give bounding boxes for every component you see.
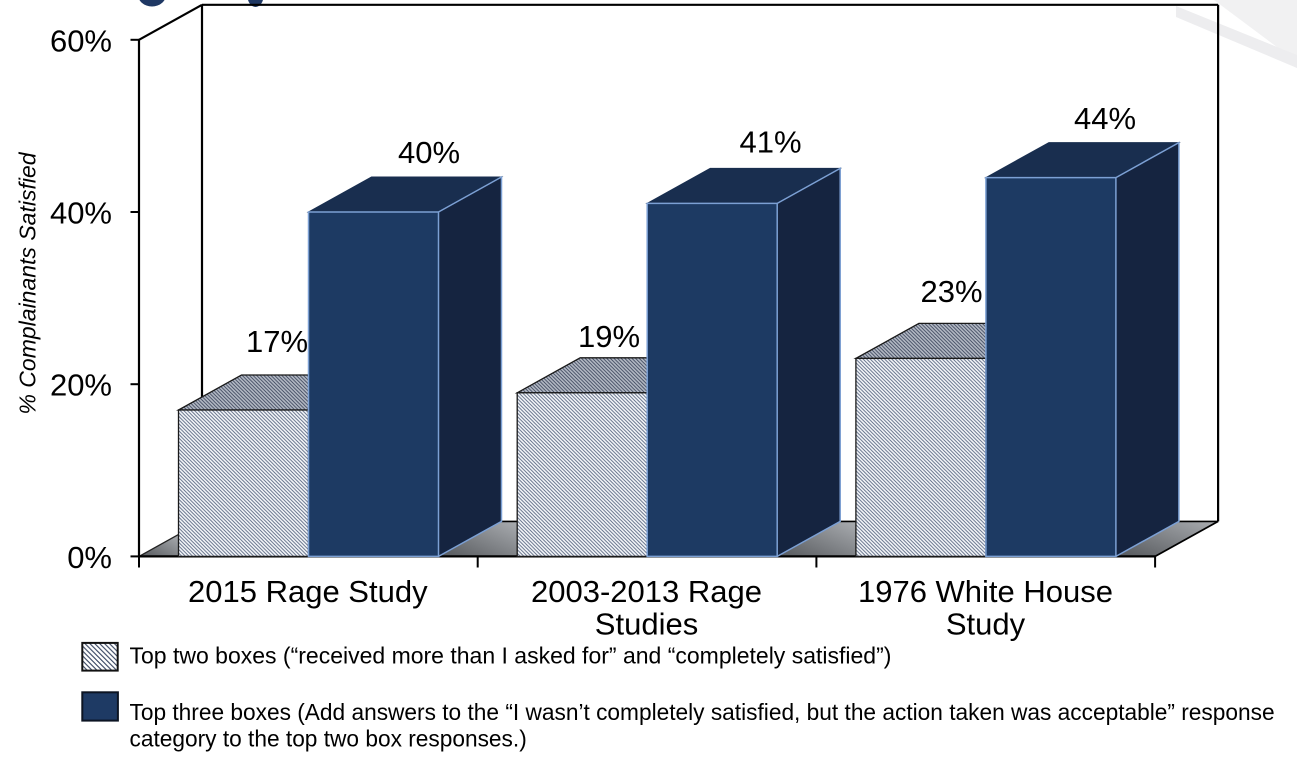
svg-text:Top three boxes (Add answers t: Top three boxes (Add answers to the “I w… <box>130 699 1275 725</box>
svg-text:20%: 20% <box>50 368 112 403</box>
svg-text:Top two boxes (“received more: Top two boxes (“received more than I ask… <box>130 643 892 669</box>
svg-text:23%: 23% <box>920 274 982 309</box>
svg-text:60%: 60% <box>50 23 112 58</box>
svg-text:40%: 40% <box>398 135 460 170</box>
svg-text:Studies: Studies <box>595 607 698 642</box>
svg-text:19%: 19% <box>578 319 640 354</box>
svg-text:17%: 17% <box>246 324 308 359</box>
svg-text:category to the top two box re: category to the top two box responses.) <box>130 726 527 752</box>
svg-text:2015 Rage Study: 2015 Rage Study <box>188 574 428 609</box>
svg-text:% Complainants Satisfied: % Complainants Satisfied <box>15 151 41 414</box>
svg-text:Study: Study <box>946 607 1026 642</box>
svg-text:40%: 40% <box>50 196 112 231</box>
svg-text:0%: 0% <box>67 540 112 575</box>
svg-text:41%: 41% <box>739 125 801 160</box>
svg-text:44%: 44% <box>1074 101 1136 136</box>
svg-text:1976 White House: 1976 White House <box>858 574 1113 609</box>
svg-text:2003-2013 Rage: 2003-2013 Rage <box>531 574 762 609</box>
